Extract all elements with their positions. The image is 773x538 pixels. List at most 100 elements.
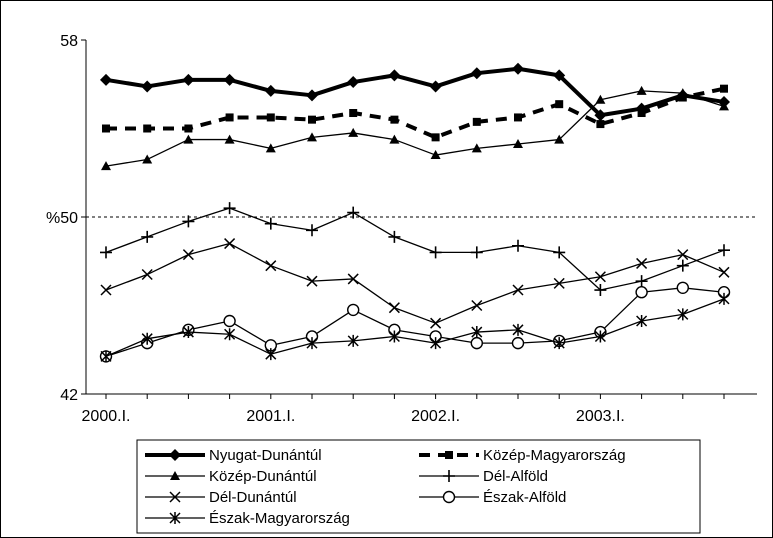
data-point [349,109,358,118]
data-point [183,134,194,144]
data-point [677,249,689,261]
legend-label: Nyugat-Dunántúl [209,447,322,464]
data-point [224,238,236,250]
legend-swatch-marker [445,451,453,459]
data-point [388,69,401,82]
legend-label: Észak-Magyarország [209,510,350,527]
data-point [306,337,318,350]
series-line [105,90,725,167]
data-point [429,80,442,93]
data-point [265,348,277,361]
data-point [182,326,194,339]
data-point [636,85,647,95]
data-point [347,303,360,317]
series-5 [99,281,731,363]
x-tick-label: 2001.I. [246,408,295,425]
data-point [594,330,606,343]
data-point [224,134,235,144]
data-point [594,109,607,122]
data-point [143,124,152,133]
data-point [512,323,524,336]
data-point [514,113,522,122]
data-point [635,275,648,288]
series-line [105,66,725,118]
data-point [512,284,524,296]
legend-item: Közép-Magyarország [419,447,626,464]
data-point [184,124,193,133]
legend-swatch-marker [170,471,180,480]
data-point [141,80,154,93]
data-point [223,73,236,86]
legend-item: Dél-Dunántúl [145,489,297,506]
legend-box [136,439,701,534]
data-point [718,292,730,305]
legend-swatch-marker [169,449,181,461]
legend-swatch-marker [442,490,456,504]
data-point [677,88,688,98]
data-point [102,124,110,133]
data-point [100,73,112,86]
data-point [182,249,194,261]
series-6 [100,292,730,363]
data-point [430,150,441,160]
data-point [594,284,607,297]
data-point [594,271,606,283]
data-point [470,67,483,80]
legend-item: Észak-Alföld [419,489,566,506]
data-point [100,350,112,363]
x-tick-label: 2002.I. [411,408,460,425]
data-point [677,308,689,321]
data-point [554,134,565,144]
data-point [472,117,481,126]
data-point [142,154,153,164]
legend-item: Dél-Alföld [419,468,548,485]
data-point [100,284,112,296]
data-point [347,206,360,219]
x-tick-label: 2003.I. [576,408,625,425]
data-point [101,161,111,171]
data-point [470,336,483,350]
data-point [676,259,689,272]
data-point [307,132,317,142]
data-point [389,134,400,144]
series-1 [102,84,728,142]
legend-swatch-marker [169,491,181,503]
data-point [347,76,360,89]
data-point [470,246,483,259]
data-point [266,113,275,122]
data-point [636,314,648,327]
data-point [100,246,112,259]
data-point [431,133,440,142]
series-line [105,298,725,357]
data-point [512,239,524,252]
data-point [678,93,687,102]
series-line [105,207,725,291]
data-point [306,275,318,287]
legend-label: Dél-Dunántúl [209,489,297,506]
legend-swatch-marker [443,470,455,482]
data-point [637,109,646,118]
legend-item: Észak-Magyarország [145,510,350,527]
x-tick-label: 2000.I. [82,408,131,425]
series-line [106,86,725,140]
data-point [347,273,359,285]
data-point [347,334,359,347]
data-point [720,84,728,93]
data-point [141,332,153,345]
plot-area: 42 %50 58 2000.I. 2001.I. 2002.I. 2003.I. [46,33,757,425]
data-point [512,62,524,75]
series-line [105,287,725,358]
data-point [141,230,154,243]
legend-label: Észak-Alföld [483,489,566,506]
data-point [555,100,564,109]
data-point [596,120,605,129]
data-point [429,246,442,259]
data-point [182,73,195,86]
data-point [595,94,606,104]
data-point [511,336,525,350]
data-point [308,115,316,124]
data-point [390,115,399,124]
legend: Nyugat-Dunántúl Közép-Magyarország Közép-D… [136,439,701,534]
data-point [553,277,565,289]
